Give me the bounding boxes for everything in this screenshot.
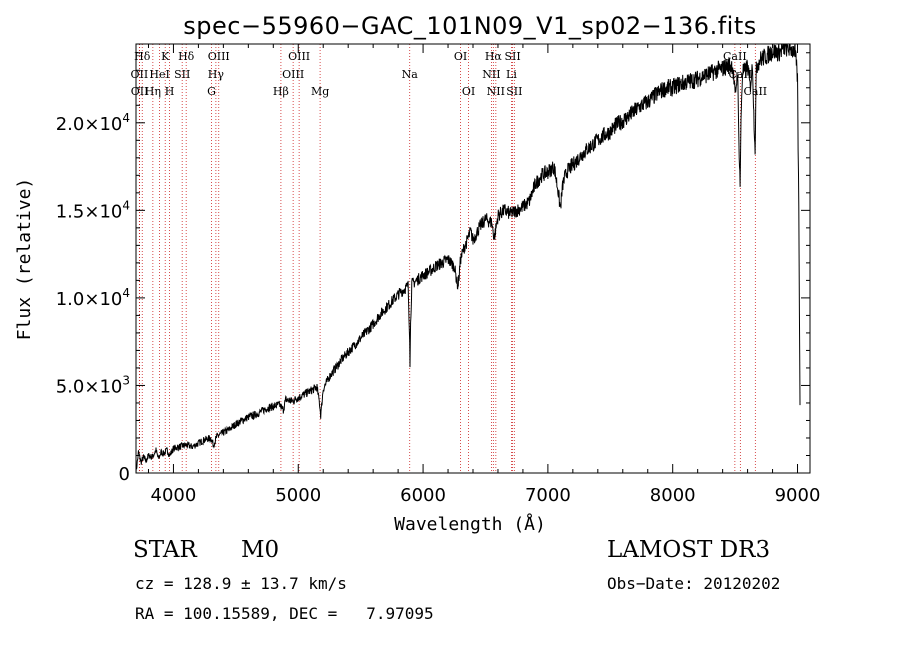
y-tick-label: 2.0×104: [56, 111, 130, 135]
line-label: CaII: [723, 50, 747, 63]
line-label: Li: [506, 68, 517, 81]
y-axis-label: Flux (relative): [14, 178, 35, 341]
redshift-cz: cz = 128.9 ± 13.7 km/s: [135, 574, 347, 593]
x-axis-label: Wavelength (Å): [394, 513, 546, 535]
y-tick-label: 5.0×103: [56, 373, 130, 397]
line-label: OI: [462, 85, 475, 98]
spectrum-line: [135, 43, 801, 474]
line-label: CaII: [743, 85, 767, 98]
plot-frame: [135, 43, 811, 474]
y-tick-label: 1.5×104: [56, 198, 130, 222]
object-class: STAR: [133, 537, 197, 563]
line-label: HeI: [149, 68, 169, 81]
line-markers: [138, 44, 756, 473]
y-tick-label: 1.0×104: [56, 286, 130, 310]
line-label: OIII: [288, 50, 310, 63]
x-tick-label: 7000: [525, 485, 571, 506]
object-subclass: M0: [241, 537, 280, 563]
line-label: G: [207, 85, 216, 98]
observation-date: Obs−Date: 20120202: [607, 574, 781, 593]
line-label: OIII: [208, 50, 230, 63]
chart-title: spec−55960−GAC_101N09_V1_sp02−136.fits: [183, 12, 756, 40]
line-label: NII: [482, 68, 500, 81]
line-label: SII: [504, 50, 520, 63]
line-label: Na: [402, 68, 419, 81]
line-label: OI: [454, 50, 467, 63]
line-label: OII: [131, 68, 149, 81]
x-tick-label: 4000: [151, 485, 197, 506]
line-labels: Hδ OII OII K Hδ HeI Hη SII H OIII Hγ G Hβ OIII OIII Mg N…: [131, 50, 768, 98]
line-label: H: [165, 85, 175, 98]
line-label: Hγ: [208, 68, 225, 81]
x-tick-label: 5000: [275, 485, 321, 506]
x-tick-label: 8000: [650, 485, 696, 506]
coordinates: RA = 100.15589, DEC = 7.97095: [135, 604, 434, 623]
y-tick-label: 0: [119, 464, 130, 485]
line-label: Mg: [311, 85, 329, 98]
line-label: SII: [174, 68, 190, 81]
axes: 4000 5000 6000 7000 8000 9000 0 5.0×103 1.0×104 1…: [56, 43, 821, 506]
line-label: Hδ: [178, 50, 195, 63]
x-tick-label: 9000: [775, 485, 821, 506]
line-label: Hη: [145, 85, 161, 98]
survey-name: LAMOST DR3: [607, 537, 771, 563]
line-label: OIII: [282, 68, 304, 81]
line-label: K: [161, 50, 170, 63]
x-tick-label: 6000: [400, 485, 446, 506]
line-label: OII: [131, 85, 149, 98]
line-label: SII: [506, 85, 522, 98]
line-label: Hβ: [273, 85, 289, 98]
line-label: Hα: [485, 50, 503, 63]
line-label: Hδ: [134, 50, 151, 63]
line-label: NII: [487, 85, 505, 98]
spectrum-series: [135, 43, 801, 474]
line-label: CaII: [729, 68, 753, 81]
